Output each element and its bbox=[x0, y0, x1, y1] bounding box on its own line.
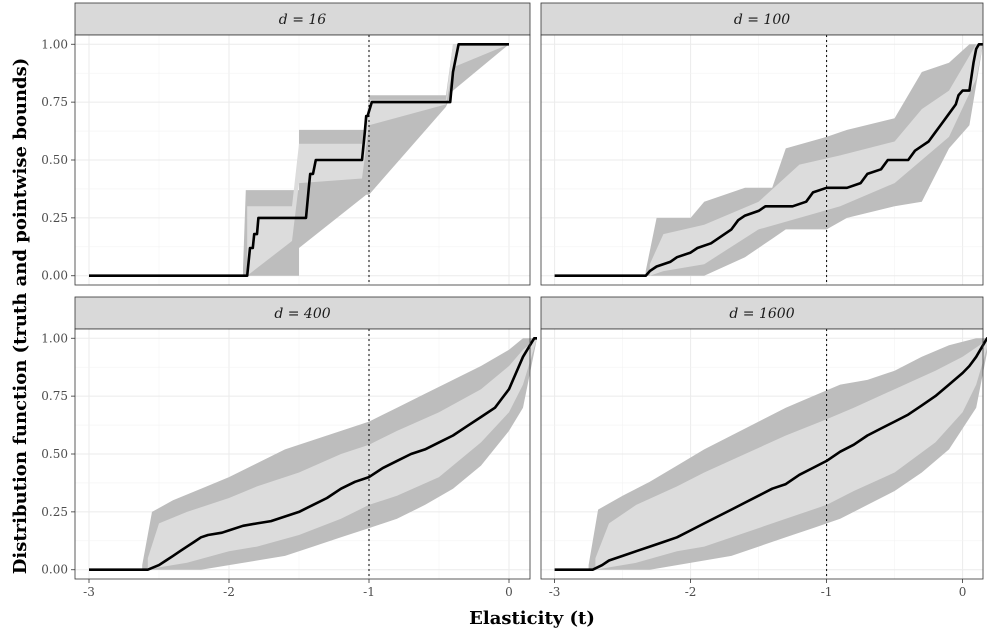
x-tick-label: 0 bbox=[505, 585, 513, 599]
truth-line bbox=[89, 43, 509, 277]
x-tick-label: -2 bbox=[685, 585, 697, 599]
facet-panel: d = 100 bbox=[540, 2, 984, 286]
facet-strip-label: d = 400 bbox=[274, 306, 330, 322]
facet-strip bbox=[540, 296, 984, 330]
x-axis-title: Elasticity (t) bbox=[469, 608, 595, 629]
y-tick-label: 0.75 bbox=[41, 95, 68, 109]
panel-border bbox=[540, 34, 984, 286]
x-tick-label: -1 bbox=[821, 585, 833, 599]
inner-bound-band bbox=[649, 44, 983, 276]
facet-panel: d = 1600 -3 -2 -1 0 bbox=[540, 296, 987, 599]
facet-panel: d = 16 0.00 0.25 0.50 0.75 1.00 bbox=[41, 2, 531, 286]
facet-panel: d = 400 0.00 0.25 0.50 0.75 1.00 -3 -2 -1 0 bbox=[41, 296, 538, 599]
truth-line bbox=[89, 337, 537, 571]
y-tick-label: 0.00 bbox=[41, 269, 68, 283]
x-tick-label: -1 bbox=[363, 585, 375, 599]
truth-line bbox=[554, 43, 983, 277]
facet-strip-label: d = 100 bbox=[734, 12, 790, 28]
facet-panels: d = 16 0.00 0.25 0.50 0.75 1.00 d = 100 d = 400… bbox=[41, 2, 987, 599]
x-tick-label: -3 bbox=[549, 585, 561, 599]
truth-line bbox=[554, 337, 987, 571]
facet-strip bbox=[540, 2, 984, 36]
y-tick-label: 0.25 bbox=[41, 211, 68, 225]
panel-border bbox=[540, 328, 984, 580]
inner-bound-band bbox=[147, 338, 538, 570]
inner-bound-band bbox=[595, 340, 987, 570]
y-axis-title: Distribution function (truth and pointwi… bbox=[10, 58, 31, 574]
x-tick-label: 0 bbox=[959, 585, 967, 599]
y-tick-label: 0.75 bbox=[41, 389, 68, 403]
y-tick-label: 0.50 bbox=[41, 153, 68, 167]
y-tick-label: 0.25 bbox=[41, 505, 68, 519]
facet-strip-label: d = 1600 bbox=[729, 306, 794, 322]
x-tick-label: -2 bbox=[223, 585, 235, 599]
facet-strip-label: d = 16 bbox=[279, 12, 327, 28]
facet-strip bbox=[74, 2, 531, 36]
y-tick-label: 1.00 bbox=[41, 331, 68, 345]
x-tick-label: -3 bbox=[83, 585, 95, 599]
y-tick-label: 0.00 bbox=[41, 563, 68, 577]
y-tick-label: 1.00 bbox=[41, 37, 68, 51]
y-tick-label: 0.50 bbox=[41, 447, 68, 461]
